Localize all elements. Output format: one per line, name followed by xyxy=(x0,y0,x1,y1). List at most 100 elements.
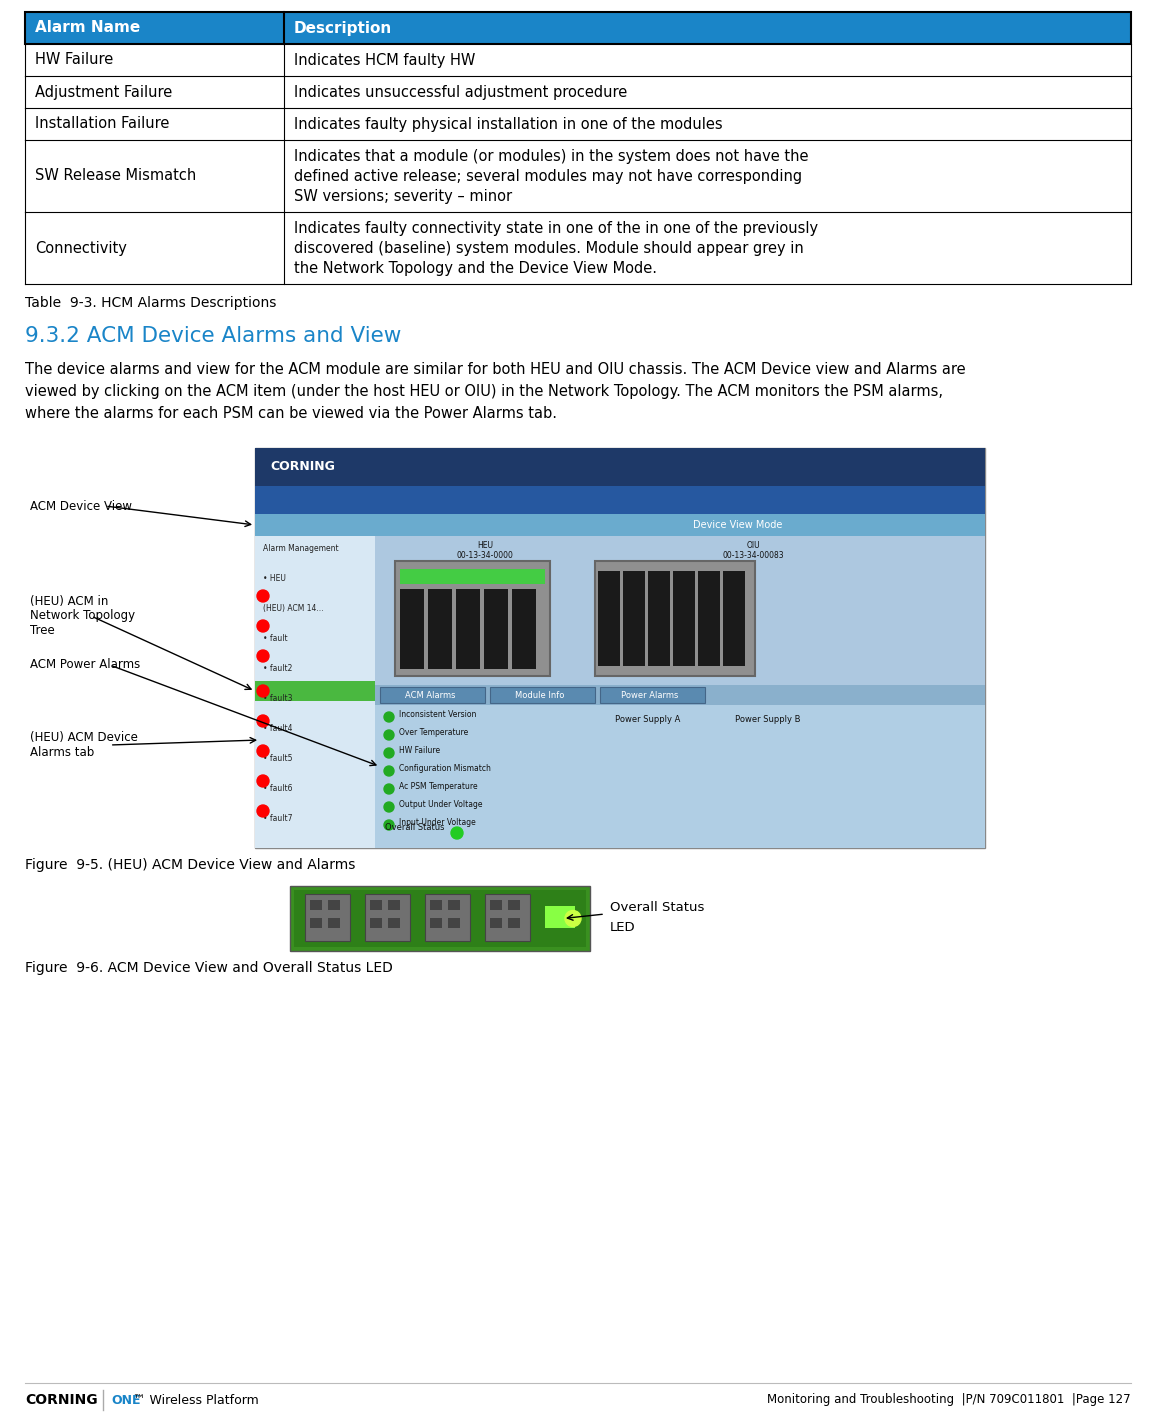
Text: Connectivity: Connectivity xyxy=(35,240,127,256)
Text: defined active release; several modules may not have corresponding: defined active release; several modules … xyxy=(294,169,802,184)
Text: Configuration Mismatch: Configuration Mismatch xyxy=(399,764,491,773)
Bar xyxy=(25,11,1131,44)
Text: ONE: ONE xyxy=(111,1394,141,1407)
Circle shape xyxy=(257,715,269,727)
Text: HEU
00-13-34-0000: HEU 00-13-34-0000 xyxy=(457,541,513,560)
Text: The device alarms and view for the ACM module are similar for both HEU and OIU c: The device alarms and view for the ACM m… xyxy=(25,363,965,377)
Bar xyxy=(290,885,590,951)
Text: • fault4: • fault4 xyxy=(264,724,292,733)
Bar xyxy=(388,900,400,910)
Text: (HEU) ACM Device
Alarms tab: (HEU) ACM Device Alarms tab xyxy=(30,731,138,760)
Bar xyxy=(305,894,350,941)
Text: Power Supply A: Power Supply A xyxy=(615,715,681,724)
Bar xyxy=(328,918,340,928)
Bar xyxy=(507,918,520,928)
Text: 9.3.2 ACM Device Alarms and View: 9.3.2 ACM Device Alarms and View xyxy=(25,326,401,346)
Text: ACM Alarms: ACM Alarms xyxy=(405,691,455,700)
Text: OIU
00-13-34-00083: OIU 00-13-34-00083 xyxy=(722,541,784,560)
Bar xyxy=(425,894,470,941)
Text: • HEU: • HEU xyxy=(264,574,286,583)
Text: Indicates faulty connectivity state in one of the in one of the previously: Indicates faulty connectivity state in o… xyxy=(294,220,818,236)
Text: Indicates faulty physical installation in one of the modules: Indicates faulty physical installation i… xyxy=(294,117,722,131)
Bar xyxy=(255,448,985,486)
Text: SW versions; severity – minor: SW versions; severity – minor xyxy=(294,188,512,204)
Bar xyxy=(673,571,695,665)
Circle shape xyxy=(257,685,269,697)
Circle shape xyxy=(384,713,394,723)
Bar xyxy=(255,536,375,848)
Text: CORNING: CORNING xyxy=(25,1392,97,1407)
Bar xyxy=(544,905,575,928)
Circle shape xyxy=(257,805,269,817)
Bar xyxy=(490,900,502,910)
Text: Power Alarms: Power Alarms xyxy=(621,691,679,700)
Bar xyxy=(25,211,1131,284)
Circle shape xyxy=(384,784,394,794)
Bar xyxy=(365,894,410,941)
Bar xyxy=(490,687,595,703)
Bar xyxy=(395,561,550,675)
Text: Alarm Management: Alarm Management xyxy=(264,544,339,553)
Text: the Network Topology and the Device View Mode.: the Network Topology and the Device View… xyxy=(294,260,657,276)
Text: Device View Mode: Device View Mode xyxy=(692,520,783,530)
Bar xyxy=(25,44,1131,76)
Bar xyxy=(310,918,323,928)
Bar xyxy=(512,588,536,668)
Text: Table  9-3. HCM Alarms Descriptions: Table 9-3. HCM Alarms Descriptions xyxy=(25,296,276,310)
Bar xyxy=(375,536,985,848)
Bar xyxy=(698,571,720,665)
Bar xyxy=(649,571,670,665)
Bar xyxy=(25,11,1131,44)
Bar xyxy=(375,685,985,705)
Bar xyxy=(400,588,424,668)
Text: Overall Status: Overall Status xyxy=(610,901,704,914)
Text: Inconsistent Version: Inconsistent Version xyxy=(399,710,476,720)
Text: LED: LED xyxy=(610,921,636,934)
Text: Alarm Name: Alarm Name xyxy=(35,20,140,36)
Bar xyxy=(380,687,486,703)
Text: Power Supply B: Power Supply B xyxy=(735,715,800,724)
Text: Adjustment Failure: Adjustment Failure xyxy=(35,84,172,100)
Circle shape xyxy=(257,620,269,633)
Text: Installation Failure: Installation Failure xyxy=(35,117,170,131)
Text: Indicates that a module (or modules) in the system does not have the: Indicates that a module (or modules) in … xyxy=(294,149,808,163)
Text: Ac PSM Temperature: Ac PSM Temperature xyxy=(399,783,477,791)
Circle shape xyxy=(384,803,394,813)
Text: (HEU) ACM in
Network Topology
Tree: (HEU) ACM in Network Topology Tree xyxy=(30,594,135,637)
Text: HW Failure: HW Failure xyxy=(399,745,440,755)
Text: • fault5: • fault5 xyxy=(264,754,292,763)
Text: • fault2: • fault2 xyxy=(264,664,292,673)
Bar xyxy=(25,140,1131,211)
Text: SW Release Mismatch: SW Release Mismatch xyxy=(35,169,197,184)
Text: ACM Power Alarms: ACM Power Alarms xyxy=(30,658,140,671)
Bar xyxy=(370,918,381,928)
Bar xyxy=(455,588,480,668)
Text: • fault6: • fault6 xyxy=(264,784,292,793)
Bar xyxy=(255,486,985,514)
Circle shape xyxy=(384,730,394,740)
Text: Figure  9-5. (HEU) ACM Device View and Alarms: Figure 9-5. (HEU) ACM Device View and Al… xyxy=(25,858,355,873)
Text: ACM Device View: ACM Device View xyxy=(30,500,132,513)
Text: Monitoring and Troubleshooting  |P/N 709C011801  |Page 127: Monitoring and Troubleshooting |P/N 709C… xyxy=(768,1394,1131,1407)
Text: discovered (baseline) system modules. Module should appear grey in: discovered (baseline) system modules. Mo… xyxy=(294,240,803,256)
Text: where the alarms for each PSM can be viewed via the Power Alarms tab.: where the alarms for each PSM can be vie… xyxy=(25,406,557,421)
Bar xyxy=(623,571,645,665)
Bar xyxy=(430,918,442,928)
Bar xyxy=(449,900,460,910)
Bar xyxy=(595,561,755,675)
Bar xyxy=(598,571,620,665)
Bar xyxy=(375,685,985,848)
Bar xyxy=(428,588,452,668)
Circle shape xyxy=(257,650,269,663)
Bar xyxy=(600,687,705,703)
Circle shape xyxy=(384,765,394,775)
Bar xyxy=(430,900,442,910)
Bar xyxy=(310,900,323,910)
Bar xyxy=(400,568,544,584)
Bar xyxy=(486,894,529,941)
Circle shape xyxy=(384,820,394,830)
Bar xyxy=(490,918,502,928)
Text: viewed by clicking on the ACM item (under the host HEU or OIU) in the Network To: viewed by clicking on the ACM item (unde… xyxy=(25,384,943,398)
Text: • fault: • fault xyxy=(264,634,288,643)
Text: Indicates unsuccessful adjustment procedure: Indicates unsuccessful adjustment proced… xyxy=(294,84,628,100)
